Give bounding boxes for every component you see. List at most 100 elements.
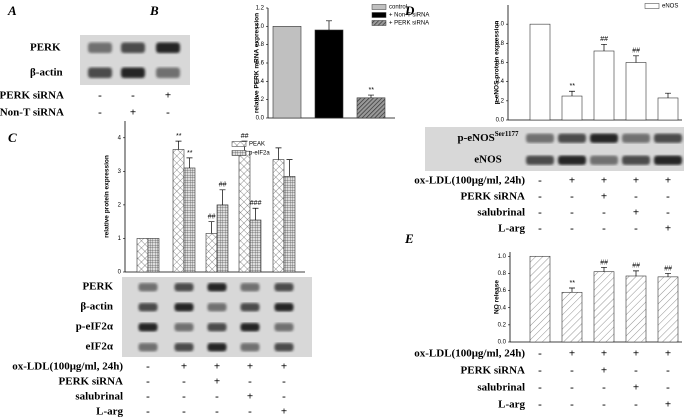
condition-sign: - [602,223,606,235]
error-bar [633,270,639,276]
bar [272,159,285,273]
condition-sign: - [248,406,252,418]
condition-sign: - [282,376,286,388]
condition-sign: - [182,376,186,388]
significance-label: ## [219,182,227,189]
condition-sign: - [634,223,638,235]
panel-letter: D [404,3,415,18]
bar [249,219,262,273]
condition-sign: + [665,223,671,235]
condition-sign: + [214,376,220,388]
blot-band [654,155,682,165]
significance-label: ** [176,133,182,140]
significance-label: ## [241,133,249,140]
blot-band [174,283,194,292]
bar [593,50,615,121]
condition-sign: - [538,365,542,377]
condition-sign: + [665,399,671,411]
bar [205,233,218,273]
y-tick-label: 0.0 [496,118,505,124]
significance-label: ## [632,263,640,270]
condition-sign: - [538,399,542,411]
blot-band [558,155,586,165]
y-tick-label: 4 [118,135,122,141]
bar [283,176,296,273]
condition-label: ox-LDL(100μg/ml, 24h) [414,348,525,360]
blot-band [526,133,554,143]
legend-swatch [371,12,387,18]
condition-sign: - [282,391,286,403]
blot-band [88,67,112,78]
error-bar [601,267,607,272]
bar [625,62,647,121]
blot-row-text: p-eNOS [457,132,494,144]
condition-sign: - [666,365,670,377]
condition-sign: - [215,391,219,403]
y-tick-label: 0.8 [498,271,507,277]
y-tick-label: 1.0 [496,22,505,28]
condition-sign: + [601,191,607,203]
blot-band [138,303,158,312]
condition-label: Non-T siRNA [0,107,64,119]
blot-band [174,303,194,312]
condition-sign: - [98,107,102,119]
blot-band [558,133,586,143]
error-bar [275,147,282,160]
condition-sign: - [602,382,606,394]
condition-sign: - [538,223,542,235]
y-tick-label: 0.4 [498,305,507,311]
condition-sign: - [146,391,150,403]
condition-sign: + [601,365,607,377]
condition-sign: + [281,406,287,418]
condition-sign: + [214,361,220,373]
error-bar [569,287,575,293]
significance-label: ## [600,259,608,266]
y-tick-label: 2 [118,202,122,208]
error-bar [633,55,639,63]
blot-row-label: p-eNOSSer1177 [457,130,519,144]
bar [136,238,149,273]
panel-letter: E [404,231,414,246]
condition-label: PERK siRNA [461,191,526,203]
panel-letter: B [149,3,159,18]
significance-label: ## [208,214,216,221]
condition-sign: + [569,348,575,360]
panel-letter: C [8,130,17,145]
condition-label: salubrinal [477,207,525,219]
blot-band [88,42,112,53]
blot-band [207,283,227,292]
legend-label: PEAK [249,142,265,148]
condition-sign: - [634,365,638,377]
blot-row-label: eNOS [474,154,502,166]
blot-band [138,283,158,292]
y-tick-label: 0.4 [496,79,505,85]
blot-row-superscript: Ser1177 [495,130,519,138]
condition-sign: - [98,90,102,102]
blot-band [174,343,194,352]
condition-sign: - [634,191,638,203]
y-tick-label: 0.4 [256,79,265,85]
blot-row-label: PERK [82,281,113,293]
blot-band [590,133,618,143]
error-bar [175,140,182,150]
condition-sign: + [247,391,253,403]
blot-band [526,155,554,165]
condition-sign: + [601,348,607,360]
bar [529,255,551,343]
y-axis-label: p-eNOS protein expression [494,21,501,105]
bar [356,97,386,119]
bar [238,150,251,273]
condition-sign: + [665,348,671,360]
error-bar [665,92,671,98]
condition-sign: - [602,399,606,411]
condition-sign: - [570,207,574,219]
legend-label: + PERK siRNA [389,21,429,27]
condition-sign: + [601,175,607,187]
bar [593,271,615,343]
legend-swatch [371,20,387,26]
condition-sign: - [182,406,186,418]
panel-letter: A [7,3,17,18]
blot-row-label: eIF2α [85,341,113,353]
legend-label: eNOS [662,4,678,10]
bar [183,167,196,273]
